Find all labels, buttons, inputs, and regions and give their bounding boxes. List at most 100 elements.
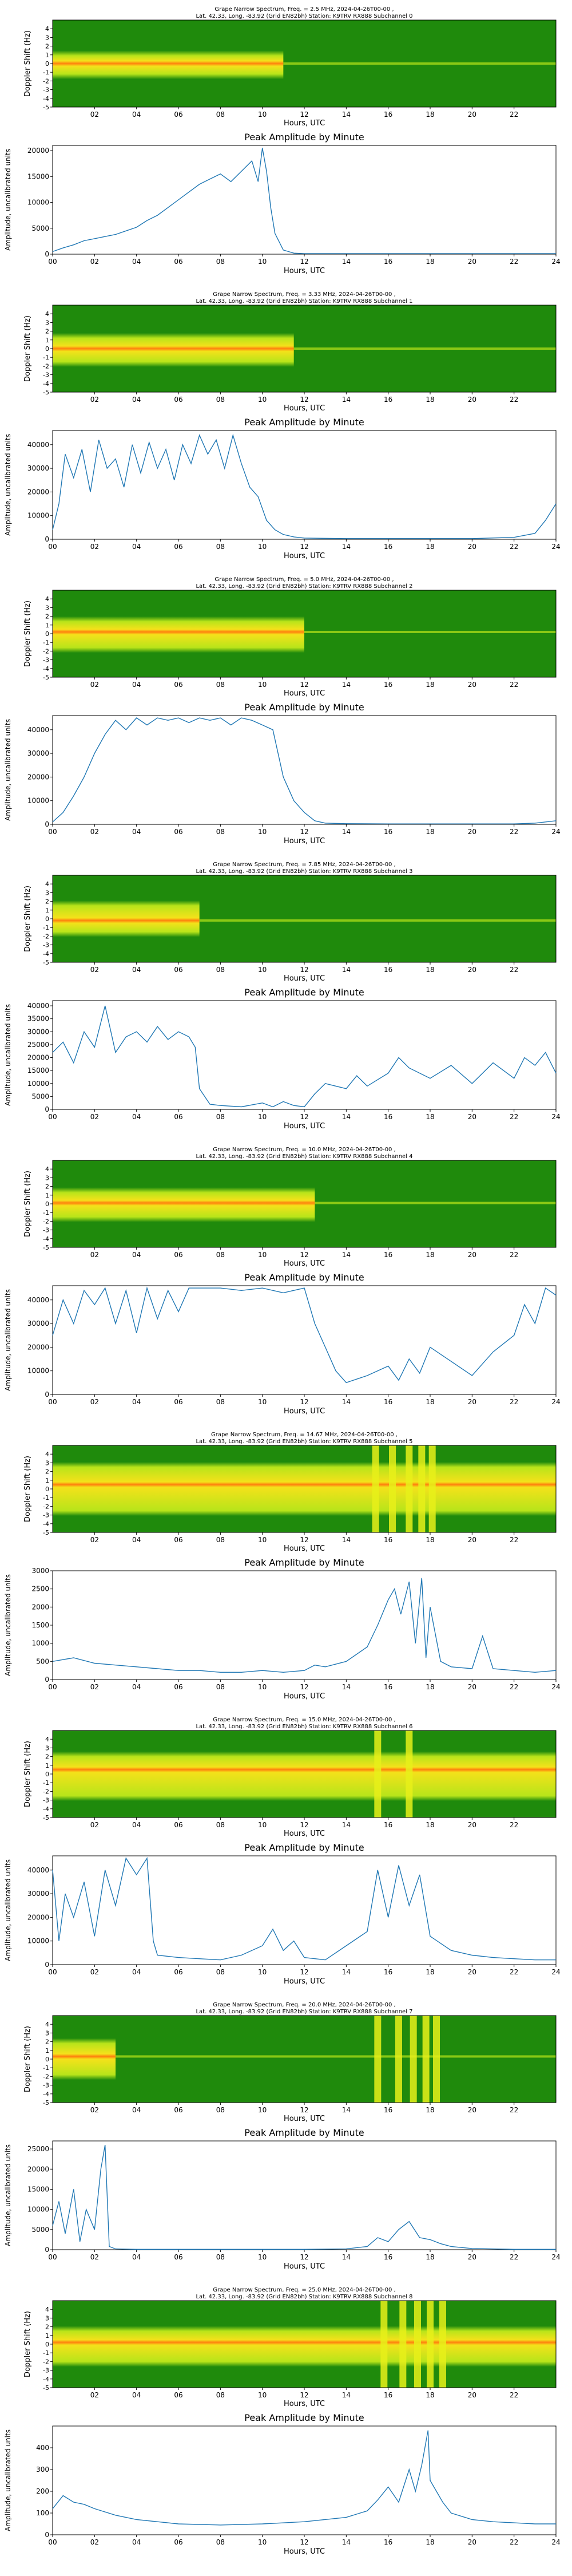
spectrogram-signal-band bbox=[53, 1730, 556, 1818]
amplitude-x-tick-label: 12 bbox=[300, 828, 308, 836]
spectrogram-x-tick-label: 16 bbox=[384, 2106, 392, 2114]
spectrogram-y-tick-label: -4 bbox=[43, 2376, 49, 2383]
amplitude-x-tick-label: 18 bbox=[426, 1683, 434, 1691]
amplitude-series-line bbox=[52, 433, 557, 539]
amplitude-y-tick-label: 500 bbox=[36, 1657, 49, 1665]
amplitude-x-tick-label: 12 bbox=[300, 1968, 308, 1976]
amplitude-y-tick-label: 0 bbox=[45, 1961, 49, 1969]
amplitude-x-tick-label: 02 bbox=[90, 258, 99, 266]
amplitude-y-tick-label: 10000 bbox=[27, 1367, 49, 1375]
spectrogram-hot-column bbox=[389, 1445, 396, 1532]
amplitude-y-tick-label: 40000 bbox=[27, 1296, 49, 1304]
spectrogram-x-tick-label: 18 bbox=[426, 110, 434, 118]
amplitude-x-tick-label: 06 bbox=[174, 258, 182, 266]
spectrogram-y-tick-label: 1 bbox=[45, 2332, 49, 2340]
spectrogram-x-tick-label: 16 bbox=[384, 396, 392, 404]
amplitude-y-tick-label: 30000 bbox=[27, 1890, 49, 1898]
spectrogram-carrier-line bbox=[199, 919, 557, 922]
amplitude-y-tick-label: 35000 bbox=[27, 1015, 49, 1023]
amplitude-y-tick-label: 2500 bbox=[31, 1585, 49, 1593]
amplitude-series-line bbox=[52, 1005, 557, 1108]
amplitude-x-tick-label: 16 bbox=[384, 258, 392, 266]
amplitude-frame bbox=[52, 2140, 557, 2250]
amplitude-x-tick-label: 14 bbox=[342, 543, 351, 551]
amplitude-y-tick-label: 0 bbox=[45, 2531, 49, 2539]
spectrogram-x-tick-label: 16 bbox=[384, 1821, 392, 1829]
spectrogram-y-tick-label: -2 bbox=[43, 77, 49, 85]
spectrogram-y-tick-label: 1 bbox=[45, 1192, 49, 1199]
spectrum-title-line: Grape Narrow Spectrum, Freq. = 14.67 MHz… bbox=[211, 1432, 398, 1438]
amplitude-x-tick-label: 16 bbox=[384, 828, 392, 836]
spectrogram-y-tick-label: -1 bbox=[43, 924, 49, 931]
spectrogram-y-tick-label: 2 bbox=[45, 328, 49, 335]
amplitude-x-tick-label: 24 bbox=[551, 1113, 560, 1121]
spectrogram-x-tick-label: 20 bbox=[468, 1536, 476, 1544]
spectrogram-hot-column bbox=[406, 1445, 413, 1532]
spectrogram-x-label: Hours, UTC bbox=[284, 1830, 325, 1838]
spectrogram-y-tick-label: -5 bbox=[43, 2384, 49, 2392]
spectrogram-x-tick-label: 06 bbox=[174, 110, 182, 118]
amplitude-y-tick-label: 20000 bbox=[27, 1913, 49, 1921]
spectrogram-signal-band bbox=[53, 2016, 116, 2103]
spectrogram-hot-column bbox=[410, 2016, 417, 2103]
spectrogram-y-tick-label: 4 bbox=[45, 1736, 49, 1743]
amplitude-y-label: Amplitude, uncalibrated units bbox=[4, 1859, 12, 1961]
spectrogram-x-tick-label: 18 bbox=[426, 966, 434, 974]
spectrogram-x-tick-label: 12 bbox=[300, 966, 308, 974]
channel-1: Grape Narrow Spectrum, Freq. = 3.33 MHz,… bbox=[4, 291, 561, 560]
spectrogram-hot-column bbox=[374, 2016, 382, 2103]
amplitude-x-tick-label: 16 bbox=[384, 2253, 392, 2261]
spectrogram-x-tick-label: 08 bbox=[216, 1251, 225, 1259]
channel-0: Grape Narrow Spectrum, Freq. = 2.5 MHz, … bbox=[4, 6, 561, 275]
amplitude-y-tick-label: 1500 bbox=[31, 1621, 49, 1629]
spectrogram-x-tick-label: 14 bbox=[342, 966, 351, 974]
amplitude-x-tick-label: 02 bbox=[90, 1113, 99, 1121]
spectrogram-x-tick-label: 02 bbox=[90, 396, 99, 404]
amplitude-x-tick-label: 02 bbox=[90, 1968, 99, 1976]
amplitude-x-tick-label: 04 bbox=[132, 1968, 141, 1976]
spectrogram-y-tick-label: -3 bbox=[43, 1227, 49, 1234]
amplitude-title: Peak Amplitude by Minute bbox=[244, 987, 364, 998]
spectrum-title-line: Lat. 42.33, Long. -83.92 (Grid EN82bh) S… bbox=[196, 2294, 412, 2300]
amplitude-y-tick-label: 400 bbox=[36, 2444, 49, 2452]
spectrogram-signal-band bbox=[53, 1160, 315, 1247]
amplitude-x-tick-label: 24 bbox=[551, 1683, 560, 1691]
spectrogram-y-tick-label: -1 bbox=[43, 69, 49, 76]
amplitude-series-line bbox=[52, 1286, 557, 1384]
amplitude-x-tick-label: 06 bbox=[174, 2253, 182, 2261]
spectrogram-x-tick-label: 22 bbox=[510, 1536, 518, 1544]
spectrogram-y-tick-label: 0 bbox=[45, 1200, 49, 1208]
spectrogram-x-tick-label: 04 bbox=[132, 110, 141, 118]
amplitude-x-tick-label: 24 bbox=[551, 2253, 560, 2261]
spectrogram-x-tick-label: 20 bbox=[468, 1821, 476, 1829]
amplitude-y-tick-label: 10000 bbox=[27, 1080, 49, 1088]
amplitude-x-tick-label: 20 bbox=[468, 1113, 476, 1121]
spectrogram-x-tick-label: 20 bbox=[468, 110, 476, 118]
spectrogram-x-label: Hours, UTC bbox=[284, 1259, 325, 1268]
amplitude-y-tick-label: 20000 bbox=[27, 147, 49, 155]
amplitude-title: Peak Amplitude by Minute bbox=[244, 132, 364, 143]
spectrogram-x-tick-label: 06 bbox=[174, 681, 182, 689]
spectrogram-y-label: Doppler Shift (Hz) bbox=[23, 2026, 32, 2092]
amplitude-y-label: Amplitude, uncalibrated units bbox=[4, 434, 12, 536]
amplitude-y-tick-label: 0 bbox=[45, 535, 49, 543]
spectrogram-x-tick-label: 12 bbox=[300, 2106, 308, 2114]
spectrogram-y-tick-label: 0 bbox=[45, 630, 49, 638]
spectrogram-x-tick-label: 08 bbox=[216, 1536, 225, 1544]
spectrogram-y-tick-label: -4 bbox=[43, 1805, 49, 1813]
spectrogram-x-tick-label: 14 bbox=[342, 396, 351, 404]
spectrogram-x-tick-label: 18 bbox=[426, 2391, 434, 2399]
spectrum-title-line: Lat. 42.33, Long. -83.92 (Grid EN82bh) S… bbox=[196, 1724, 412, 1730]
spectrum-title-line: Grape Narrow Spectrum, Freq. = 3.33 MHz,… bbox=[213, 291, 396, 298]
spectrogram-x-tick-label: 04 bbox=[132, 396, 141, 404]
spectrogram-x-tick-label: 18 bbox=[426, 396, 434, 404]
amplitude-x-tick-label: 06 bbox=[174, 1113, 182, 1121]
spectrogram-y-tick-label: -5 bbox=[43, 104, 49, 111]
amplitude-x-tick-label: 00 bbox=[48, 1968, 57, 1976]
amplitude-frame bbox=[52, 1000, 557, 1110]
spectrogram-x-tick-label: 14 bbox=[342, 1251, 351, 1259]
amplitude-x-tick-label: 20 bbox=[468, 1683, 476, 1691]
amplitude-y-tick-label: 20000 bbox=[27, 2165, 49, 2173]
amplitude-x-tick-label: 18 bbox=[426, 258, 434, 266]
spectrogram-x-tick-label: 22 bbox=[510, 681, 518, 689]
